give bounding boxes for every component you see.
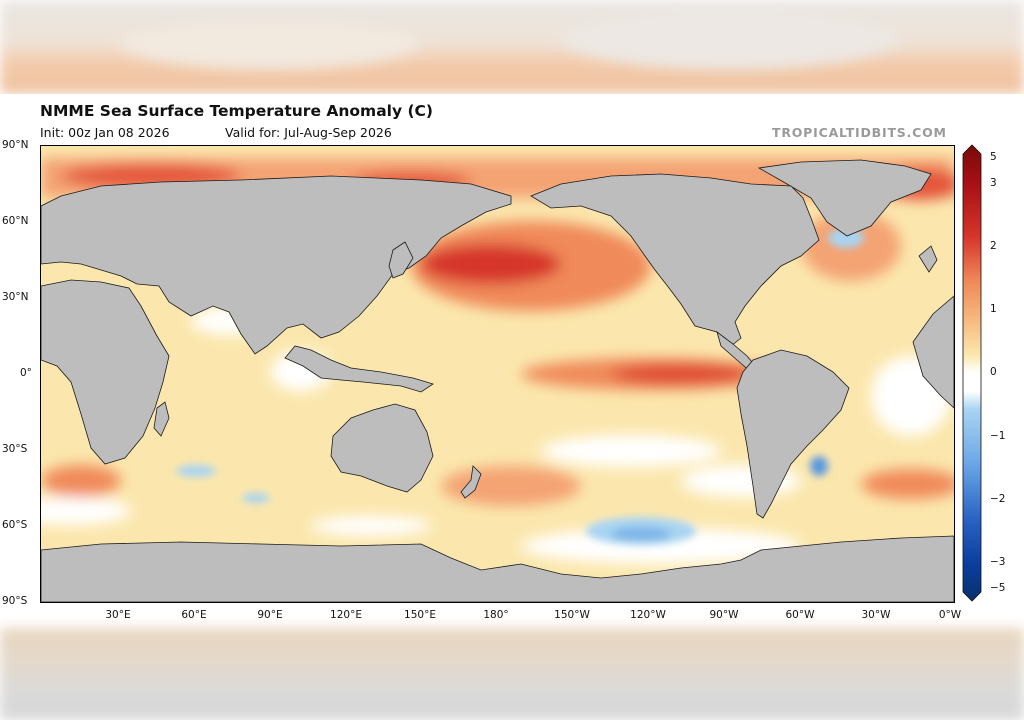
land-south-america bbox=[736, 349, 850, 519]
lat-label-60n: 60°N bbox=[2, 215, 29, 227]
land-antarctica bbox=[41, 535, 954, 602]
lat-label-90s: 90°S bbox=[2, 595, 28, 607]
colorbar-tick: −1 bbox=[990, 430, 1006, 442]
sst-anomaly-figure: NMME Sea Surface Temperature Anomaly (C)… bbox=[0, 94, 1024, 628]
land-greenland bbox=[757, 159, 932, 237]
lon-label-150w: 150°W bbox=[554, 609, 590, 621]
land-iberia bbox=[912, 295, 954, 409]
init-time: Init: 00z Jan 08 2026 bbox=[40, 125, 170, 140]
land-north-america bbox=[530, 173, 820, 347]
land-eurasia bbox=[41, 175, 512, 355]
colorbar-tick: −2 bbox=[990, 493, 1006, 505]
colorbar-tick: 5 bbox=[990, 151, 997, 163]
land-british-isles bbox=[918, 245, 938, 273]
land-indonesia bbox=[284, 345, 434, 393]
land-japan bbox=[388, 241, 414, 279]
land-new-zealand bbox=[460, 465, 482, 499]
land-madagascar bbox=[153, 401, 170, 437]
lon-label-180: 180° bbox=[483, 609, 509, 621]
colorbar-tick: 0 bbox=[990, 366, 997, 378]
colorbar-tick: 3 bbox=[990, 177, 997, 189]
lon-label-30w: 30°W bbox=[861, 609, 891, 621]
lat-label-30s: 30°S bbox=[2, 443, 28, 455]
lon-label-90w: 90°W bbox=[709, 609, 739, 621]
figure-title: NMME Sea Surface Temperature Anomaly (C) bbox=[40, 102, 434, 120]
source-credit: TROPICALTIDBITS.COM bbox=[772, 125, 947, 140]
lon-label-150e: 150°E bbox=[404, 609, 436, 621]
colorbar-tick: 1 bbox=[990, 303, 997, 315]
lon-label-90e: 90°E bbox=[257, 609, 283, 621]
lon-label-30e: 30°E bbox=[105, 609, 131, 621]
land-africa bbox=[41, 279, 170, 465]
colorbar-tick: −3 bbox=[990, 556, 1006, 568]
lat-label-60s: 60°S bbox=[2, 519, 28, 531]
colorbar-tick: 2 bbox=[990, 240, 997, 252]
sst-anomaly-map bbox=[40, 145, 955, 603]
lon-label-60e: 60°E bbox=[181, 609, 207, 621]
lon-label-120w: 120°W bbox=[630, 609, 666, 621]
land-masses bbox=[41, 159, 954, 602]
lat-label-equator: 0° bbox=[20, 367, 32, 379]
lon-label-0w: 0°W bbox=[938, 609, 962, 621]
colorbar bbox=[962, 144, 982, 602]
lon-label-120e: 120°E bbox=[330, 609, 362, 621]
land-australia bbox=[330, 403, 434, 493]
lat-label-90n: 90°N bbox=[2, 139, 29, 151]
blurred-background-top bbox=[0, 0, 1024, 94]
colorbar-tick: −5 bbox=[990, 582, 1006, 594]
valid-period: Valid for: Jul-Aug-Sep 2026 bbox=[225, 125, 392, 140]
lon-label-60w: 60°W bbox=[785, 609, 815, 621]
blurred-background-bottom bbox=[0, 628, 1024, 720]
lat-label-30n: 30°N bbox=[2, 291, 29, 303]
